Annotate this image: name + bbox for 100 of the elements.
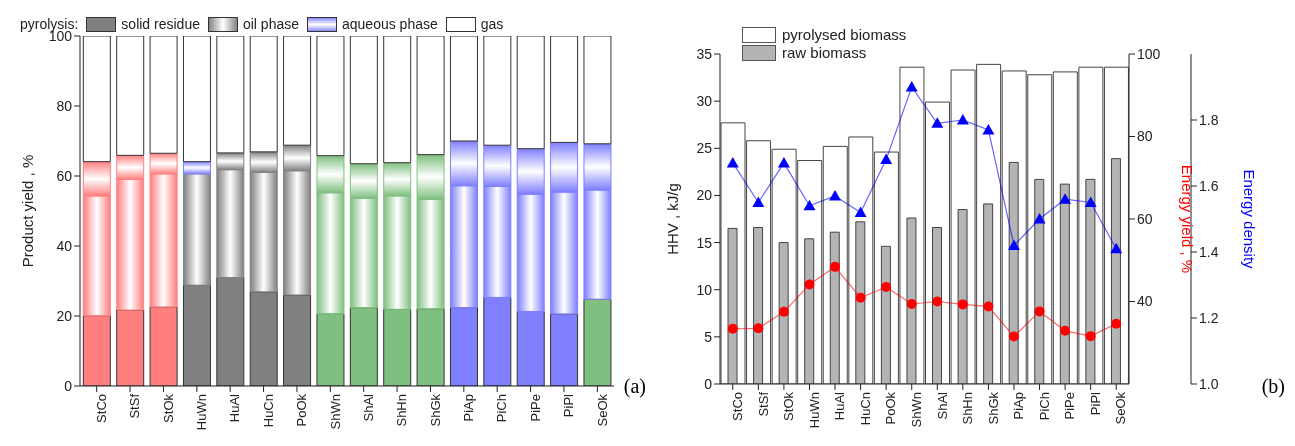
bar — [116, 36, 145, 156]
y-tick-label: 10 — [696, 281, 713, 298]
point — [829, 189, 842, 201]
bar — [483, 36, 512, 146]
y2-axis-title: Energy yield , % — [1178, 164, 1196, 274]
y-tick-label: 30 — [696, 93, 713, 110]
point — [1111, 318, 1122, 329]
point — [982, 123, 995, 135]
legend-label: aqueous phase — [342, 16, 438, 32]
x-tick-label: HuCn — [857, 392, 873, 426]
point — [1033, 213, 1046, 224]
x-tick-label: PiPe — [527, 394, 543, 422]
bar — [316, 36, 345, 157]
y-tick-label: 20 — [696, 187, 713, 204]
x-tick-label: StOk — [781, 391, 797, 421]
point — [753, 323, 764, 334]
point — [854, 206, 867, 217]
y3-tick-label: 1.2 — [1199, 309, 1219, 326]
x-tick-label: ShGk — [427, 393, 443, 427]
point — [726, 156, 739, 168]
x-tick-label: PiPe — [1062, 392, 1078, 420]
point — [777, 156, 790, 168]
bar — [583, 298, 612, 386]
y-tick-label: 60 — [56, 167, 73, 184]
y2-tick-label: 60 — [1137, 210, 1153, 227]
point — [905, 81, 918, 92]
point — [1008, 331, 1019, 342]
point — [855, 292, 866, 303]
x-tick-label: ShWn — [327, 394, 343, 430]
x-tick-label: StSf — [755, 391, 771, 417]
point — [778, 306, 789, 317]
x-tick-label: ShHn — [960, 392, 976, 425]
y2-tick-label: 40 — [1137, 293, 1153, 310]
x-tick-label: ShAl — [934, 391, 950, 420]
legend-label: oil phase — [242, 16, 300, 32]
point — [1059, 193, 1072, 204]
x-tick-label: PiPl — [561, 393, 577, 418]
x-tick-label: PiAp — [1011, 392, 1027, 420]
bar — [283, 36, 312, 146]
x-tick-label: StCo — [730, 392, 746, 421]
bar — [349, 36, 378, 165]
x-tick-label: PoOk — [294, 393, 310, 427]
point — [1110, 242, 1123, 254]
legend-label: raw biomass — [782, 44, 867, 61]
bar — [182, 161, 211, 175]
bar — [383, 36, 412, 164]
point — [830, 261, 841, 272]
y2-tick-label: 80 — [1137, 128, 1153, 145]
x-tick-label: ShWn — [908, 392, 924, 428]
x-tick-label: SeOk — [1113, 391, 1129, 425]
bar — [449, 36, 478, 142]
point — [956, 114, 969, 125]
x-tick-label: HuCn — [260, 394, 276, 428]
y3-tick-label: 1.4 — [1199, 243, 1219, 260]
y-axis-title: HHV , kJ/g — [664, 183, 682, 255]
x-tick-label: StOk — [160, 393, 176, 423]
x-tick-label: ShHn — [394, 394, 410, 427]
y-tick-label: 15 — [696, 234, 713, 251]
bar — [516, 36, 545, 150]
y-tick-label: 5 — [704, 328, 713, 345]
y3-axis-title: Energy density — [1240, 169, 1258, 270]
point — [957, 299, 968, 310]
y3-tick-label: 1.0 — [1199, 375, 1219, 392]
text: (b) — [1261, 375, 1285, 398]
point — [932, 296, 943, 307]
point — [1084, 196, 1097, 207]
bar — [416, 36, 445, 156]
y-tick-label: 0 — [704, 375, 713, 392]
bar — [249, 36, 278, 153]
legend-label: gas — [480, 16, 504, 32]
y-tick-label: 80 — [56, 97, 73, 114]
x-tick-label: ShGk — [985, 391, 1001, 425]
series-label: pyrolysed biomass — [782, 26, 907, 43]
y-axis-title: Product yield , % — [19, 154, 37, 268]
point — [881, 282, 892, 293]
y3-tick-label: 1.8 — [1199, 111, 1219, 128]
bar — [583, 36, 612, 145]
y-tick-label: 20 — [56, 307, 73, 324]
x-tick-label: HuAl — [227, 393, 243, 423]
y-tick-label: 25 — [696, 140, 713, 157]
x-tick-label: PiAp — [461, 394, 477, 422]
point — [931, 117, 944, 128]
x-tick-label: PiPl — [1087, 391, 1103, 416]
x-tick-label: ShAl — [360, 393, 376, 422]
y2-tick-label: 100 — [1137, 45, 1161, 62]
x-tick-label: SeOk — [594, 393, 610, 427]
x-tick-label: StSf — [127, 393, 143, 419]
point — [1085, 331, 1096, 342]
y-tick-label: 40 — [56, 237, 73, 254]
point — [1034, 306, 1045, 317]
point — [752, 196, 765, 207]
x-tick-label: PiCh — [1036, 392, 1052, 421]
point — [906, 298, 917, 309]
point — [804, 279, 815, 290]
bar — [550, 36, 579, 143]
x-tick-label: PiCh — [494, 394, 510, 423]
bar — [149, 36, 178, 154]
x-tick-label: HuWn — [806, 392, 822, 429]
y-tick-label: 35 — [696, 45, 713, 62]
point — [1060, 325, 1071, 336]
